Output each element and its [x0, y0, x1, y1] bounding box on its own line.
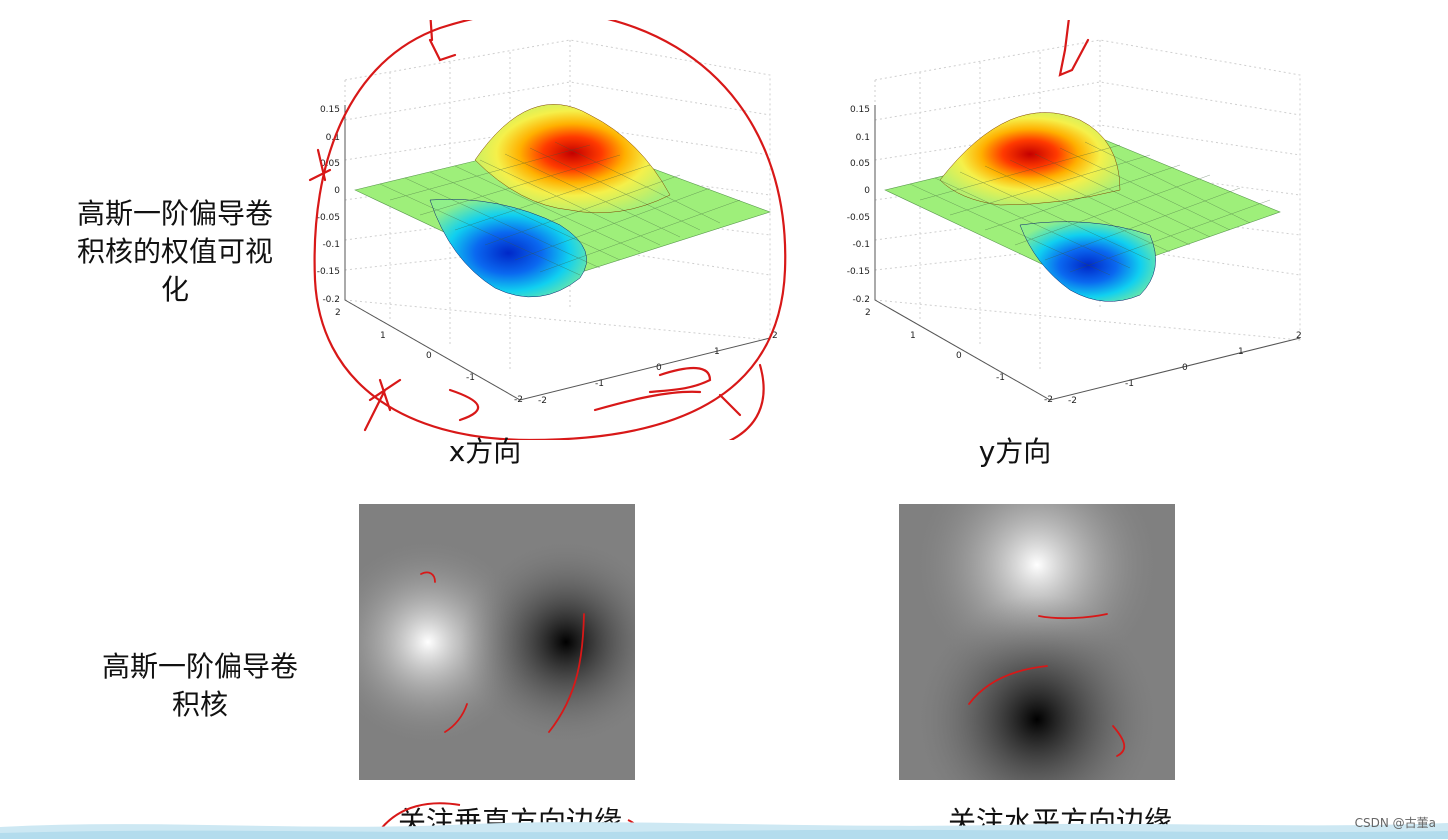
x-kernel-annotations: [420, 571, 585, 733]
row2-label-line2: 积核: [171, 688, 228, 721]
x-direction-caption: x方向: [448, 435, 522, 468]
x-axes: [344, 105, 771, 401]
y-surface: [884, 112, 1281, 302]
y-direction-caption: y方向: [978, 435, 1052, 468]
y-z-tick: -0.2: [852, 295, 870, 305]
x-surface-plot: 0.15 0.1 0.05 0 -0.05 -0.1 -0.15 -0.2 2 …: [308, 20, 787, 440]
y-z-tick: -0.1: [852, 240, 870, 250]
y-kernel-annotations: [968, 613, 1126, 757]
bottom-wave-band: [0, 822, 1448, 839]
y-right-tick: -1: [1125, 379, 1134, 389]
x-right-tick: 0: [656, 363, 662, 373]
x-left-tick: 2: [335, 308, 341, 318]
y-right-tick: 1: [1238, 347, 1244, 357]
row2-label: 高斯一阶偏导卷 积核: [70, 648, 330, 724]
y-right-tick: 2: [1296, 331, 1302, 341]
x-z-tick: 0.15: [320, 105, 340, 115]
x-z-tick: -0.05: [317, 213, 340, 223]
x-left-tick: 0: [426, 351, 432, 361]
y-left-tick: 0: [956, 351, 962, 361]
y-left-ticks: 2 1 0 -1 -2: [865, 308, 1053, 405]
y-z-tick: -0.15: [847, 267, 870, 277]
y-surface-plot: 0.15 0.1 0.05 0 -0.05 -0.1 -0.15 -0.2 2 …: [847, 20, 1302, 406]
x-z-tick: -0.2: [322, 295, 340, 305]
y-right-tick: 0: [1182, 363, 1188, 373]
y-left-tick: -2: [1044, 395, 1053, 405]
watermark: CSDN @古董a: [1354, 816, 1436, 830]
x-annotations: [308, 20, 787, 440]
x-z-tick: -0.1: [322, 240, 340, 250]
x-z-tick: 0: [334, 186, 340, 196]
row1-label: 高斯一阶偏导卷 积核的权值可视 化: [50, 195, 300, 309]
x-kernel-heatmap: [359, 504, 635, 780]
y-z-tick: 0: [864, 186, 870, 196]
x-right-tick: -1: [595, 379, 604, 389]
y-left-tick: 1: [910, 331, 916, 341]
row1-label-line3: 化: [160, 273, 189, 306]
x-left-tick: 1: [380, 331, 386, 341]
x-right-tick: 2: [772, 331, 778, 341]
x-z-tick: 0.1: [326, 133, 340, 143]
y-z-tick: -0.05: [847, 213, 870, 223]
x-left-tick: -2: [514, 395, 523, 405]
y-kernel-heatmap: [899, 504, 1175, 780]
x-right-tick: 1: [714, 347, 720, 357]
x-z-tick: -0.15: [317, 267, 340, 277]
y-right-ticks: -2 -1 0 1 2: [1068, 331, 1302, 406]
y-left-tick: -1: [996, 373, 1005, 383]
x-left-ticks: 2 1 0 -1 -2: [335, 308, 523, 405]
y-left-tick: 2: [865, 308, 871, 318]
row2-label-line1: 高斯一阶偏导卷: [101, 650, 298, 683]
y-z-ticks: 0.15 0.1 0.05 0 -0.05 -0.1 -0.15 -0.2: [847, 105, 871, 305]
y-right-tick: -2: [1068, 396, 1077, 406]
x-z-ticks: 0.15 0.1 0.05 0 -0.05 -0.1 -0.15 -0.2: [317, 105, 341, 305]
x-left-tick: -1: [466, 373, 475, 383]
y-z-tick: 0.1: [856, 133, 870, 143]
row1-label-line1: 高斯一阶偏导卷: [76, 197, 273, 230]
y-z-tick: 0.15: [850, 105, 870, 115]
y-axes: [874, 105, 1301, 401]
x-z-tick: 0.05: [320, 159, 340, 169]
x-surface: [354, 104, 771, 298]
y-annotations: [1058, 20, 1090, 77]
row1-label-line2: 积核的权值可视: [76, 235, 273, 268]
x-right-ticks: -2 -1 0 1 2: [538, 331, 778, 406]
y-z-tick: 0.05: [850, 159, 870, 169]
x-right-tick: -2: [538, 396, 547, 406]
